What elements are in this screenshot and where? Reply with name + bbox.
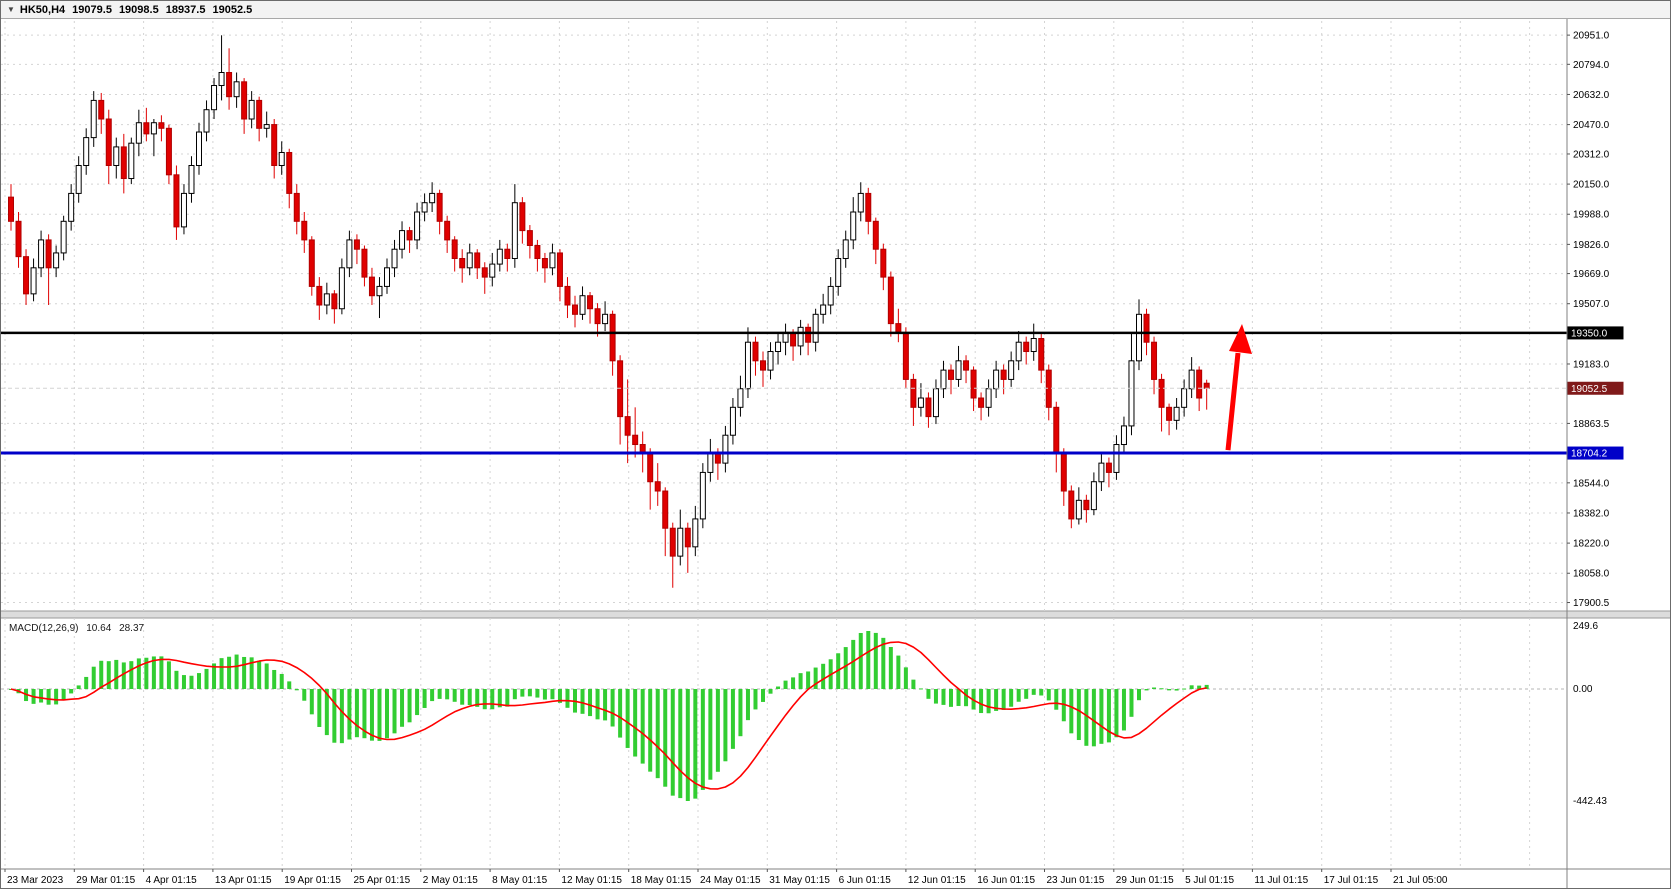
price-axis-label: 20794.0 <box>1573 60 1610 71</box>
price-axis-label: 17900.5 <box>1573 598 1610 609</box>
svg-text:19350.0: 19350.0 <box>1571 328 1608 339</box>
price-axis-label: 18544.0 <box>1573 478 1610 489</box>
time-axis-label: 12 May 01:15 <box>561 875 622 886</box>
candlestick-series <box>8 35 1210 588</box>
symbol-period-label: HK50,H4 <box>19 3 66 16</box>
ohlc-header: ▼ HK50,H4 19079.5 19098.5 18937.5 19052.… <box>1 1 1670 19</box>
price-axis-label: 19826.0 <box>1573 240 1610 251</box>
close-value: 19052.5 <box>212 3 253 16</box>
price-axis-label: 20951.0 <box>1573 31 1610 42</box>
macd-name: MACD(12,26,9) <box>9 623 79 634</box>
macd-axis-label: 0.00 <box>1573 684 1593 695</box>
open-value: 19079.5 <box>72 3 112 16</box>
symbol-dropdown-caret[interactable]: ▼ <box>7 4 15 14</box>
macd-axis[interactable]: 249.6 0.00 -442.43 <box>1573 621 1607 807</box>
price-axis-label: 19669.0 <box>1573 269 1610 280</box>
svg-text:18704.2: 18704.2 <box>1571 449 1608 460</box>
pane-divider[interactable] <box>1 610 1671 619</box>
low-value: 18937.5 <box>165 3 206 16</box>
time-axis-label: 2 May 01:15 <box>423 875 478 886</box>
time-axis-label: 11 Jul 01:15 <box>1254 875 1308 886</box>
time-axis-label: 25 Apr 01:15 <box>354 875 411 886</box>
time-axis-label: 23 Mar 2023 <box>7 875 64 886</box>
price-axis-label: 20150.0 <box>1573 180 1610 191</box>
macd-histogram <box>9 631 1209 801</box>
time-axis-label: 17 Jul 01:15 <box>1324 875 1379 886</box>
price-axis-label: 18863.5 <box>1573 419 1610 430</box>
support-line-price-badge: 18704.2 <box>1567 446 1624 460</box>
time-axis-label: 24 May 01:15 <box>700 875 761 886</box>
macd-main-value: 10.64 <box>86 623 112 634</box>
time-axis-label: 19 Apr 01:15 <box>284 875 341 886</box>
time-axis-label: 4 Apr 01:15 <box>146 875 198 886</box>
current-price-line-price-badge: 19052.5 <box>1567 381 1624 395</box>
high-value: 19098.5 <box>118 3 159 16</box>
time-axis-label: 29 Jun 01:15 <box>1116 875 1174 886</box>
time-axis-label: 18 May 01:15 <box>631 875 692 886</box>
price-axis-label: 19507.0 <box>1573 299 1610 310</box>
price-axis[interactable]: 20951.0 20794.0 20632.0 20470.0 20312.0 20150… <box>1567 31 1610 609</box>
price-axis-label: 18220.0 <box>1573 539 1610 550</box>
time-axis-label: 6 Jun 01:15 <box>839 875 892 886</box>
price-axis-label: 20312.0 <box>1573 149 1610 160</box>
price-axis-label: 19988.0 <box>1573 210 1610 221</box>
price-axis-label: 20470.0 <box>1573 120 1610 131</box>
time-axis-label: 16 Jun 01:15 <box>977 875 1035 886</box>
time-axis-label: 31 May 01:15 <box>769 875 830 886</box>
macd-signal-value: 28.37 <box>119 623 145 634</box>
time-axis-label: 23 Jun 01:15 <box>1047 875 1105 886</box>
time-axis-label: 5 Jul 01:15 <box>1185 875 1234 886</box>
svg-text:19052.5: 19052.5 <box>1571 384 1608 395</box>
time-axis[interactable]: 23 Mar 2023 29 Mar 01:15 4 Apr 01:15 13 Apr… <box>4 869 1448 886</box>
time-axis-label: 29 Mar 01:15 <box>76 875 135 886</box>
macd-axis-label: 249.6 <box>1573 621 1598 632</box>
price-axis-label: 20632.0 <box>1573 90 1610 101</box>
time-axis-label: 21 Jul 05:00 <box>1393 875 1448 886</box>
macd-indicator-label: MACD(12,26,9) 10.64 28.37 <box>9 623 149 634</box>
up-trend-arrow[interactable] <box>1225 324 1252 451</box>
price-axis-label: 18058.0 <box>1573 569 1610 580</box>
time-axis-label: 13 Apr 01:15 <box>215 875 272 886</box>
resistance-line-price-badge: 19350.0 <box>1567 326 1624 340</box>
time-axis-label: 8 May 01:15 <box>492 875 547 886</box>
price-axis-label: 19183.0 <box>1573 359 1610 370</box>
chart-plot-area[interactable] <box>1 19 1567 869</box>
macd-signal-line <box>10 641 1207 790</box>
price-axis-label: 18382.0 <box>1573 508 1610 519</box>
macd-axis-label: -442.43 <box>1573 796 1607 807</box>
time-axis-label: 12 Jun 01:15 <box>908 875 966 886</box>
